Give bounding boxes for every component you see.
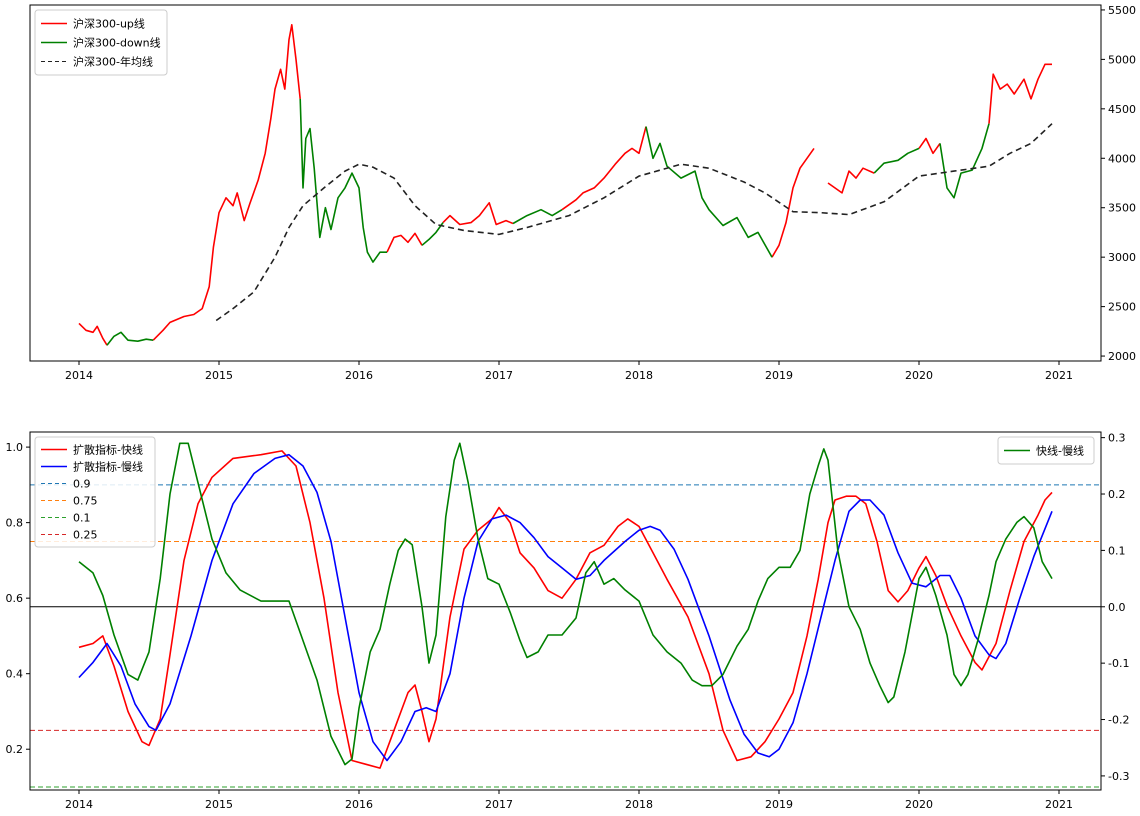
y-tick-label: 0.2 [6, 743, 24, 756]
y-tick-label: 5000 [1108, 53, 1136, 66]
y-tick-label: 0.2 [1108, 488, 1126, 501]
x-tick-label: 2020 [905, 798, 933, 811]
series-line [106, 331, 154, 346]
series-line [645, 126, 773, 258]
series-line [152, 24, 301, 341]
y-tick-label: 0.4 [6, 668, 24, 681]
x-tick-label: 2019 [765, 369, 793, 382]
series-line [78, 442, 1053, 766]
legend-box [34, 436, 156, 548]
series-line [215, 123, 1053, 322]
legend-label: 扩散指标-快线 [73, 443, 143, 457]
x-tick-label: 2015 [205, 369, 233, 382]
x-tick-label: 2016 [345, 369, 373, 382]
series-line [771, 147, 815, 258]
x-tick-label: 2019 [765, 798, 793, 811]
y-tick-label: 3500 [1108, 202, 1136, 215]
series-line [78, 450, 1053, 769]
legend-label: 0.25 [73, 529, 98, 542]
y-tick-label: 2500 [1108, 301, 1136, 314]
legend-label: 0.1 [73, 512, 91, 525]
legend-label: 0.75 [73, 495, 98, 508]
x-tick-label: 2014 [65, 369, 93, 382]
series-line [512, 208, 563, 225]
series-line [561, 126, 647, 211]
plot-frame [29, 431, 1102, 791]
series-line [873, 147, 920, 174]
series-line [386, 232, 423, 253]
x-tick-label: 2017 [485, 798, 513, 811]
x-tick-label: 2018 [625, 798, 653, 811]
series-line [78, 322, 108, 346]
x-tick-label: 2020 [905, 369, 933, 382]
legend-label: 沪深300-up线 [73, 17, 145, 31]
y-tick-label: 5500 [1108, 4, 1136, 17]
legend-label: 沪深300-年均线 [73, 55, 153, 69]
series-line [299, 98, 387, 263]
x-tick-label: 2018 [625, 369, 653, 382]
y-tick-label: 2000 [1108, 350, 1136, 363]
x-tick-label: 2014 [65, 798, 93, 811]
y-tick-label: 4500 [1108, 103, 1136, 116]
y-tick-label: 0.1 [1108, 544, 1126, 557]
series-line [78, 453, 1053, 762]
y-tick-label: -0.2 [1108, 714, 1129, 727]
price-chart: 2014 2015 2016 2017 2018 2019 2020 2021 2000 2500… [29, 4, 1136, 382]
legend-box [997, 436, 1095, 465]
legend-label: 扩散指标-慢线 [73, 460, 143, 474]
plot-frame [29, 4, 1102, 362]
legend-label: 0.9 [73, 478, 91, 491]
x-tick-label: 2016 [345, 798, 373, 811]
y-tick-label: 4000 [1108, 152, 1136, 165]
series-line [421, 222, 444, 246]
diffusion-chart: 2014 2015 2016 2017 2018 2019 2020 2021 0.2 0.4 0.… [6, 431, 1129, 811]
x-tick-label: 2021 [1045, 798, 1073, 811]
y-tick-label: 0.0 [1108, 601, 1126, 614]
x-tick-label: 2015 [205, 798, 233, 811]
x-tick-label: 2017 [485, 369, 513, 382]
series-line [988, 63, 1052, 124]
y-tick-label: 0.6 [6, 592, 24, 605]
y-tick-label: -0.3 [1108, 770, 1129, 783]
series-line [442, 202, 514, 226]
y-tick-label: 0.3 [1108, 432, 1126, 445]
legend-label: 快线-慢线 [1036, 444, 1084, 458]
y-tick-label: 1.0 [6, 441, 24, 454]
series-line [918, 137, 941, 155]
series-line [827, 167, 875, 194]
legend-box [34, 9, 168, 76]
y-tick-label: -0.1 [1108, 657, 1129, 670]
y-tick-label: 3000 [1108, 251, 1136, 264]
y-tick-label: 0.8 [6, 517, 24, 530]
x-tick-label: 2021 [1045, 369, 1073, 382]
series-line [939, 123, 990, 199]
legend-label: 沪深300-down线 [73, 36, 161, 50]
